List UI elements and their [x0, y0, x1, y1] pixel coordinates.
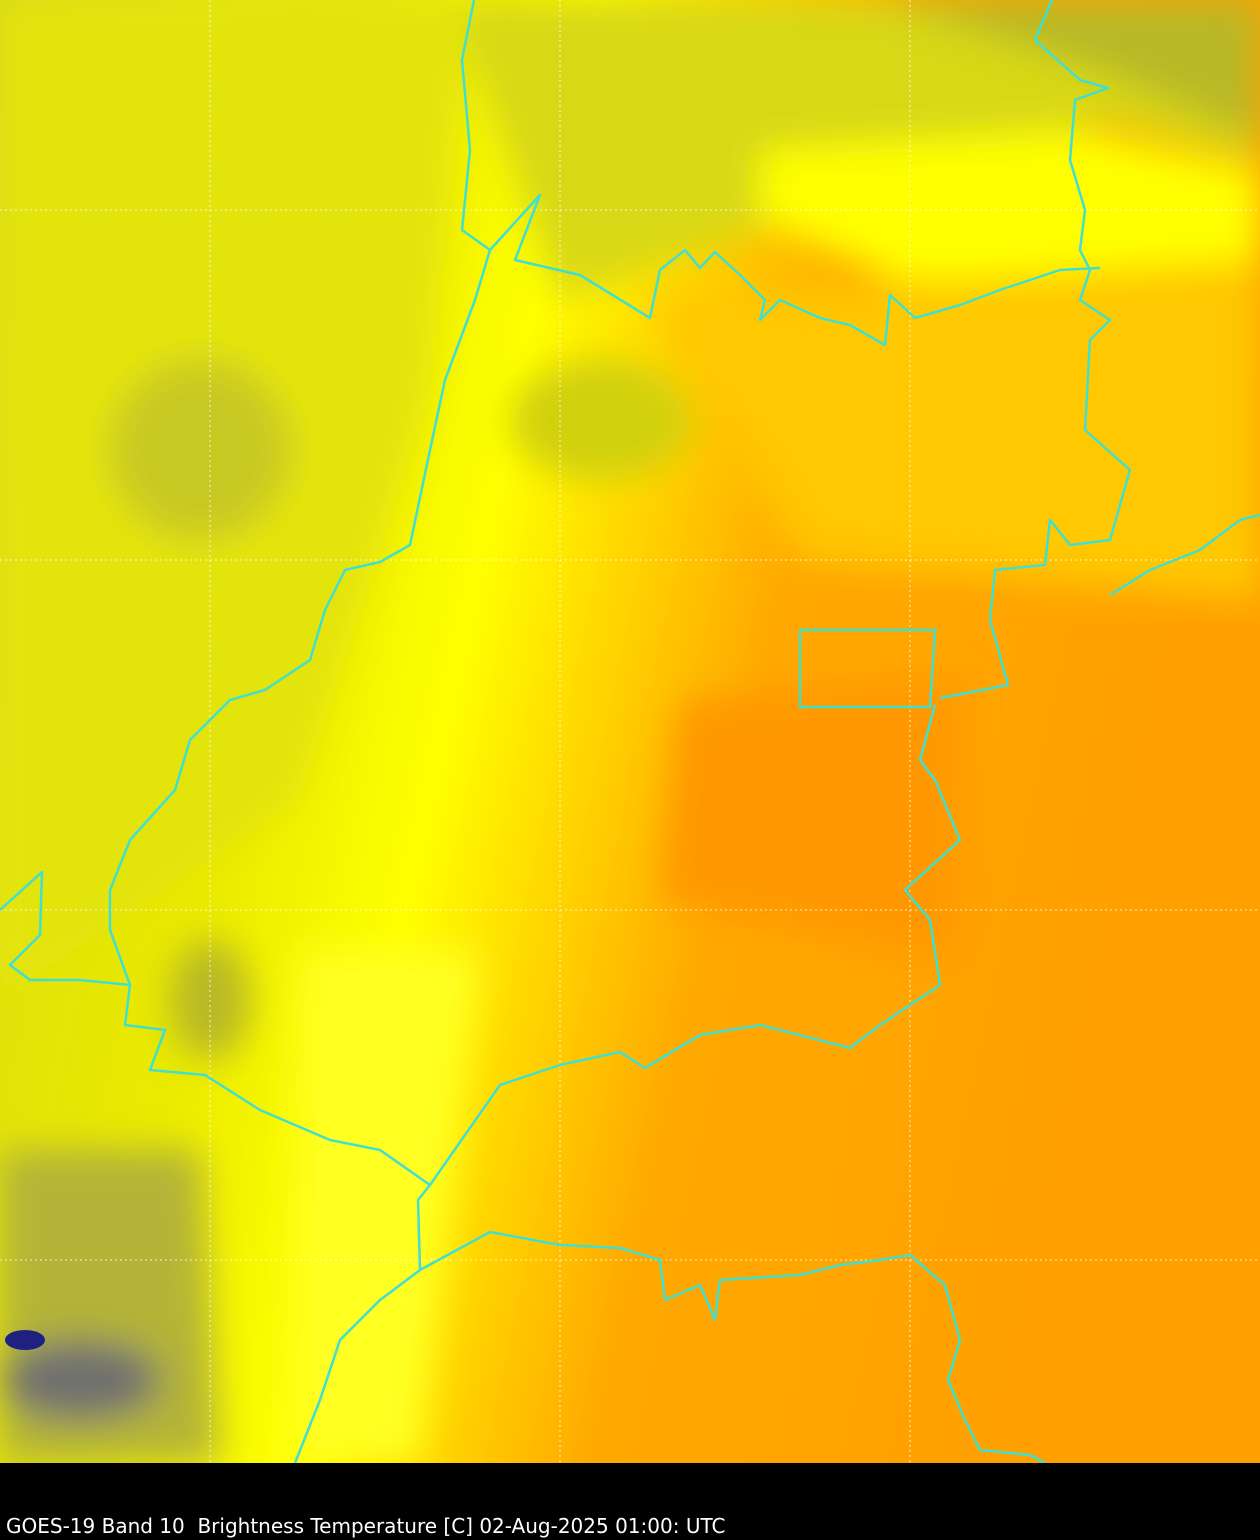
brightness-temperature-map [0, 0, 1260, 1463]
border [108, 249, 962, 1187]
border [798, 628, 937, 709]
political-borders [0, 0, 1260, 1463]
border [1109, 513, 1260, 597]
gridlines [0, 0, 1260, 1463]
border [939, 0, 1132, 700]
border [293, 1184, 431, 1463]
cold-cloud-top [5, 1330, 45, 1350]
border [460, 0, 1101, 347]
border [0, 870, 131, 987]
image-caption: GOES-19 Band 10 Brightness Temperature [… [6, 1514, 726, 1538]
border [419, 1230, 1046, 1463]
cloud-features [0, 0, 1260, 1463]
